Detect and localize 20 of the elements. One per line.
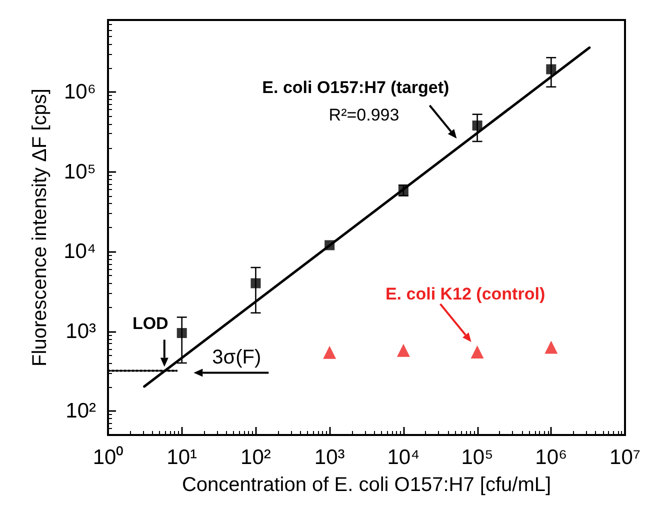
x-tick-label: 10⁵ bbox=[461, 446, 494, 469]
x-axis-title: Concentration of E. coli O157:H7 [cfu/mL] bbox=[182, 474, 552, 496]
y-axis-title: Fluorescence intensity ΔF [cps] bbox=[29, 88, 51, 366]
y-tick-label: 10² bbox=[66, 399, 96, 422]
x-tick-label: 10⁴ bbox=[387, 446, 420, 469]
annotation: R²=0.993 bbox=[328, 106, 400, 124]
annotation: LOD bbox=[132, 314, 168, 334]
x-tick-label: 10³ bbox=[314, 446, 345, 469]
annotation: E. coli K12 (control) bbox=[385, 284, 546, 304]
annotation: 3σ(F) bbox=[212, 346, 262, 369]
x-tick-label: 10⁶ bbox=[535, 446, 568, 469]
annotation: E. coli O157:H7 (target) bbox=[262, 78, 450, 97]
y-tick-label: 10³ bbox=[66, 320, 96, 343]
y-tick-label: 10⁵ bbox=[64, 160, 96, 184]
y-tick-label: 10⁴ bbox=[64, 240, 96, 264]
x-tick-label: 10⁷ bbox=[610, 446, 640, 469]
x-tick-label: 10² bbox=[240, 446, 271, 469]
x-tick-label: 10¹ bbox=[166, 446, 198, 469]
y-tick-label: 10⁶ bbox=[64, 80, 96, 104]
x-tick-label: 10⁰ bbox=[92, 446, 124, 469]
